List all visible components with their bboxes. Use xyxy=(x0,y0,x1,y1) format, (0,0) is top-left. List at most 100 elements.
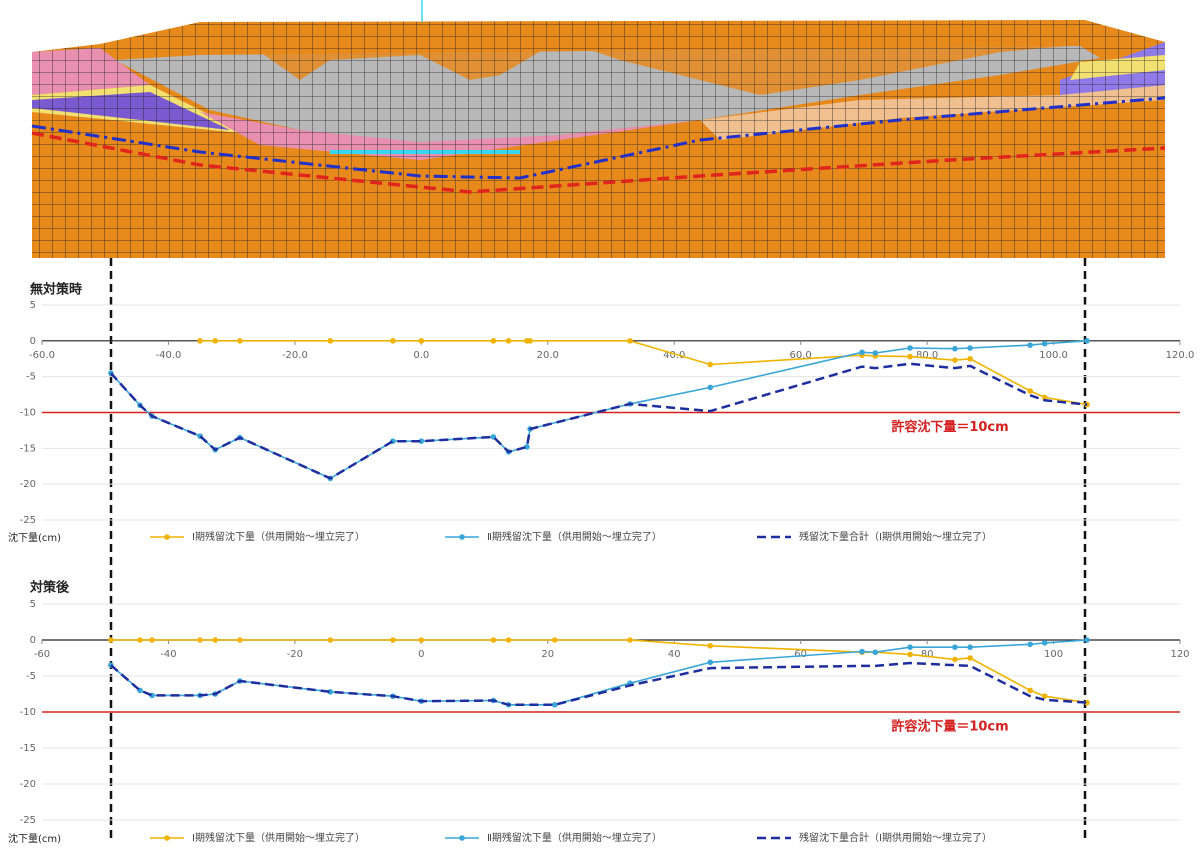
reference-label: 許容沈下量＝10cm xyxy=(891,419,1008,435)
page: {"chart_data": [ {"type": "line", "title… xyxy=(0,0,1200,852)
data-point xyxy=(1027,642,1033,648)
y-tick-label: -25 xyxy=(20,815,36,826)
x-tick-label: -60 xyxy=(34,649,50,660)
legend-label: Ⅱ期残留沈下量（供用開始～埋立完了） xyxy=(487,530,662,543)
y-tick-label: -5 xyxy=(26,372,36,383)
y-tick-label: -10 xyxy=(20,707,36,718)
data-point xyxy=(149,637,155,643)
x-tick-label: 0 xyxy=(418,649,424,660)
data-point xyxy=(390,637,396,643)
data-point xyxy=(137,637,143,643)
series-line xyxy=(111,640,1087,705)
data-point xyxy=(967,644,973,650)
data-point xyxy=(506,637,512,643)
data-point xyxy=(907,644,913,650)
data-point xyxy=(212,637,218,643)
x-tick-label: -60.0 xyxy=(29,350,55,361)
data-point xyxy=(627,637,633,643)
x-tick-label: -20 xyxy=(287,649,303,660)
data-point xyxy=(237,637,243,643)
y-tick-label: -15 xyxy=(20,743,36,754)
figure: 無対策時50-5-10-15-20-25-60.0-40.0-20.00.020… xyxy=(0,0,1200,852)
data-point xyxy=(491,338,497,344)
data-point xyxy=(1027,688,1033,694)
data-point xyxy=(327,637,333,643)
x-tick-label: 60 xyxy=(794,649,807,660)
cross-section xyxy=(32,0,1165,258)
data-point xyxy=(952,357,958,363)
x-tick-label: 120 xyxy=(1170,649,1189,660)
y-tick-label: 0 xyxy=(30,635,36,646)
legend-marker xyxy=(164,534,170,540)
legend-label: 残留沈下量合計（Ⅰ期供用開始～埋立完了） xyxy=(799,831,992,844)
x-tick-label: 40 xyxy=(668,649,681,660)
data-point xyxy=(907,354,913,360)
data-point xyxy=(707,362,713,368)
x-tick-label: -40 xyxy=(160,649,176,660)
series-line xyxy=(111,341,1087,479)
legend-label: Ⅱ期残留沈下量（供用開始～埋立完了） xyxy=(487,831,662,844)
x-tick-label: 100 xyxy=(1044,649,1063,660)
y-tick-label: -10 xyxy=(20,408,36,419)
data-point xyxy=(108,637,114,643)
y-axis-label: 沈下量(cm) xyxy=(8,832,61,845)
data-point xyxy=(952,657,958,663)
legend-label: Ⅰ期残留沈下量（供用開始～埋立完了） xyxy=(192,831,365,844)
legend-label: Ⅰ期残留沈下量（供用開始～埋立完了） xyxy=(192,530,365,543)
mesh xyxy=(32,0,1165,258)
data-point xyxy=(197,338,203,344)
data-point xyxy=(1084,338,1090,344)
data-point xyxy=(967,655,973,661)
data-point xyxy=(1084,637,1090,643)
data-point xyxy=(419,637,425,643)
data-point xyxy=(527,338,533,344)
legend-label: 残留沈下量合計（Ⅰ期供用開始～埋立完了） xyxy=(799,530,992,543)
data-point xyxy=(952,644,958,650)
legend-marker xyxy=(459,835,465,841)
x-tick-label: -20.0 xyxy=(282,350,308,361)
y-tick-label: -25 xyxy=(20,515,36,526)
data-point xyxy=(197,637,203,643)
data-point xyxy=(859,649,865,655)
y-tick-label: 5 xyxy=(30,599,36,610)
x-tick-label: 120.0 xyxy=(1166,350,1195,361)
reference-label: 許容沈下量＝10cm xyxy=(891,719,1008,735)
x-tick-label: 100.0 xyxy=(1039,350,1068,361)
y-tick-label: -20 xyxy=(20,479,36,490)
data-point xyxy=(327,338,333,344)
series-line xyxy=(111,663,1087,705)
legend-marker xyxy=(164,835,170,841)
data-point xyxy=(1042,341,1048,347)
data-point xyxy=(967,356,973,362)
data-point xyxy=(491,637,497,643)
data-point xyxy=(707,385,713,391)
x-tick-label: 20.0 xyxy=(537,350,559,361)
data-point xyxy=(552,702,558,708)
data-point xyxy=(707,643,713,649)
data-point xyxy=(552,637,558,643)
data-point xyxy=(506,338,512,344)
data-point xyxy=(627,338,633,344)
y-tick-label: -20 xyxy=(20,779,36,790)
y-tick-label: 5 xyxy=(30,300,36,311)
data-point xyxy=(1027,342,1033,348)
y-axis-label: 沈下量(cm) xyxy=(8,531,61,544)
y-tick-label: -5 xyxy=(26,671,36,682)
chart-title: 無対策時 xyxy=(30,282,82,298)
data-point xyxy=(1042,640,1048,646)
data-point xyxy=(419,338,425,344)
data-point xyxy=(1027,388,1033,394)
data-point xyxy=(859,350,865,356)
legend-marker xyxy=(459,534,465,540)
data-point xyxy=(212,338,218,344)
y-tick-label: -15 xyxy=(20,443,36,454)
data-point xyxy=(907,345,913,351)
x-tick-label: 20 xyxy=(541,649,554,660)
data-point xyxy=(907,652,913,658)
x-tick-label: 0.0 xyxy=(413,350,429,361)
data-point xyxy=(952,346,958,352)
data-point xyxy=(967,345,973,351)
data-point xyxy=(872,350,878,356)
